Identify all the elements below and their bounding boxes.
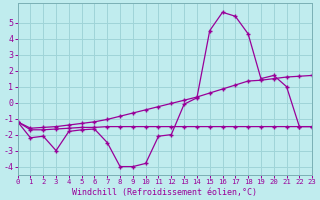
X-axis label: Windchill (Refroidissement éolien,°C): Windchill (Refroidissement éolien,°C) <box>72 188 257 197</box>
